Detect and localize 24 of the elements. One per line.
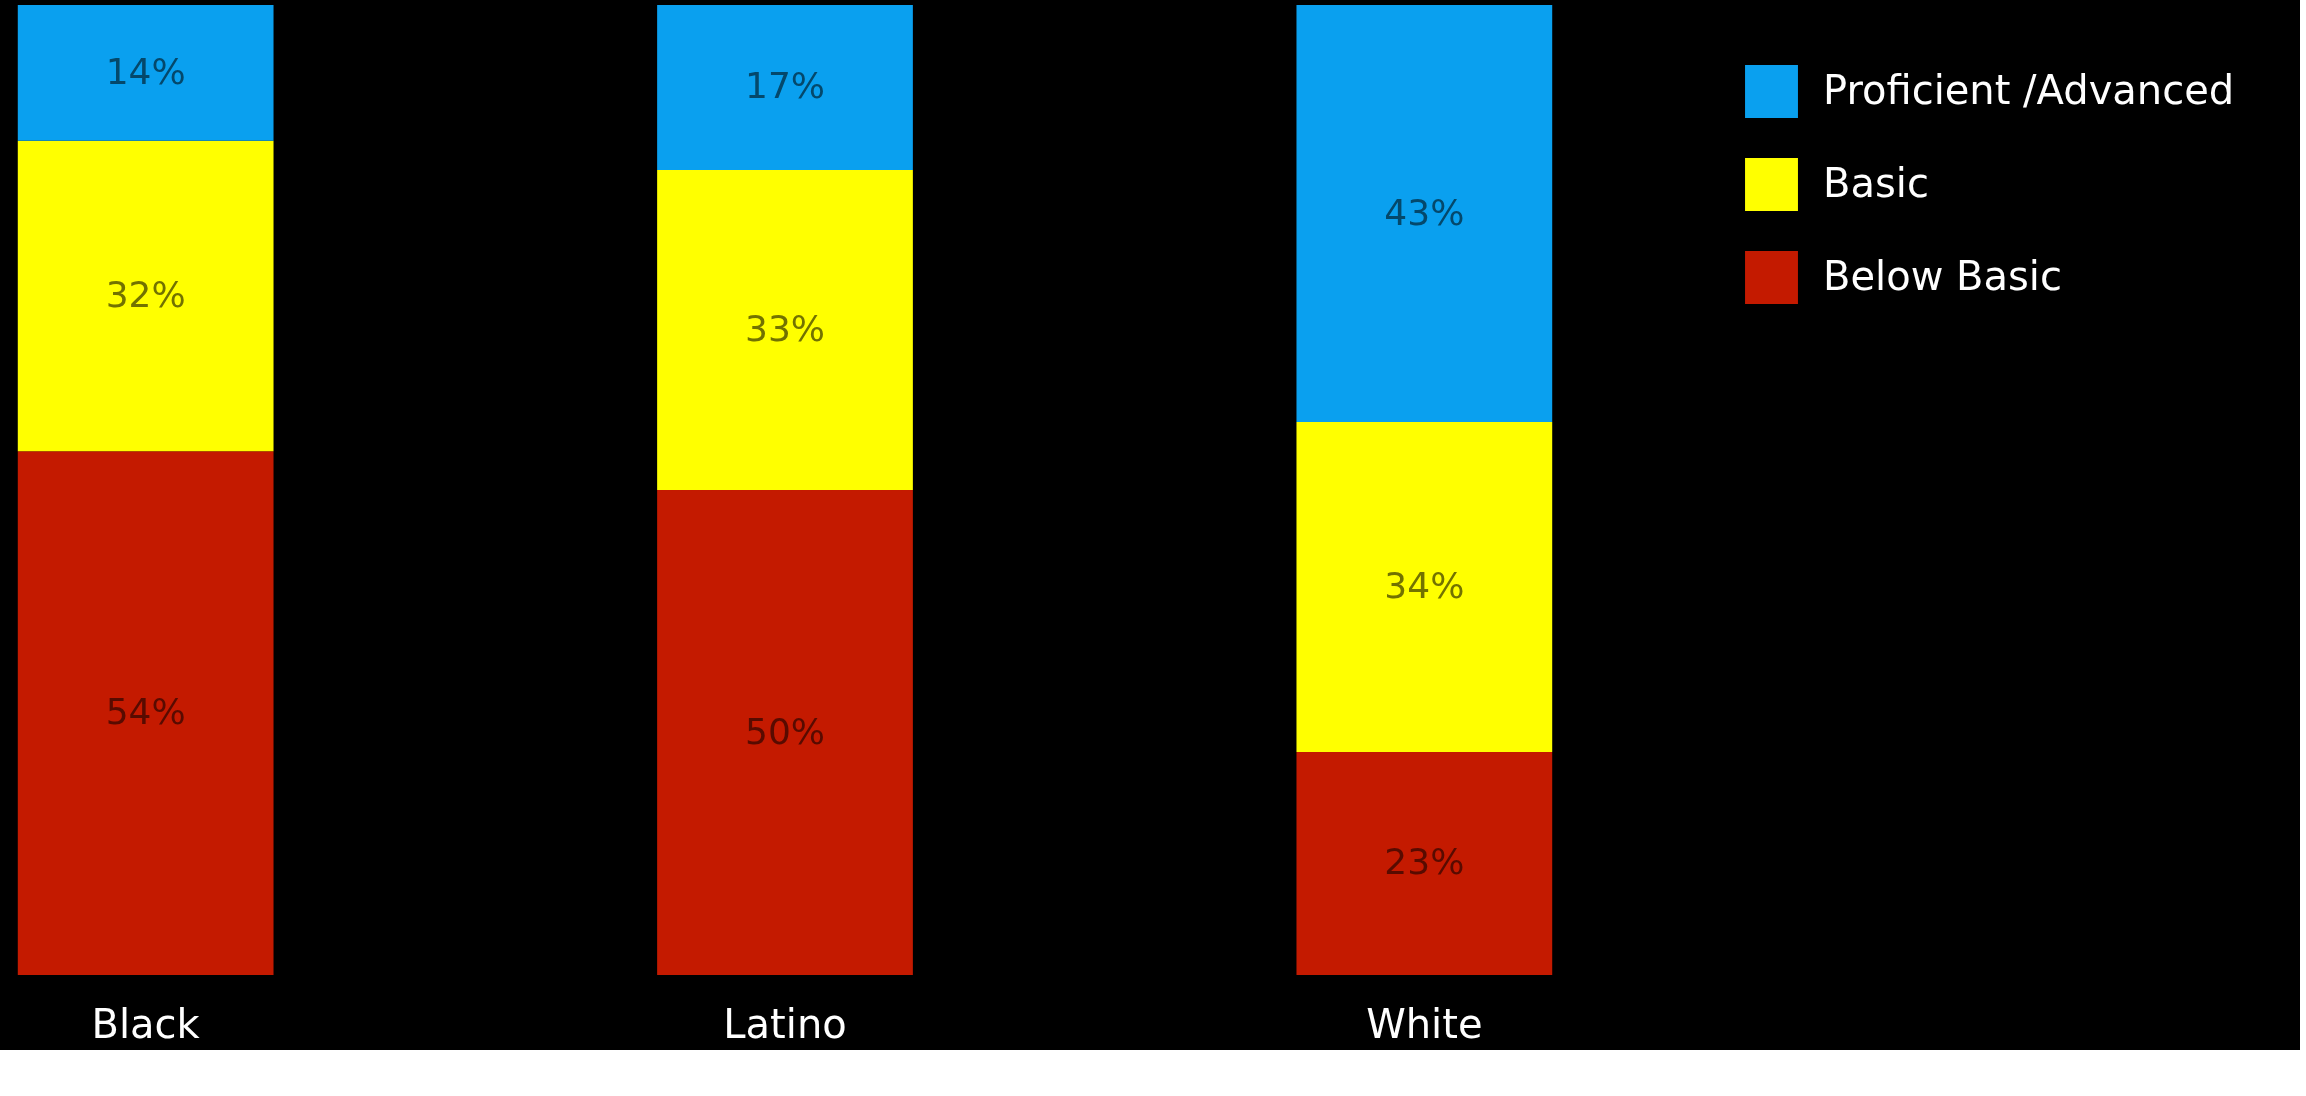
x-tick-label: White xyxy=(1366,1000,1483,1047)
legend-label: Proficient /Advanced xyxy=(1823,66,2235,113)
bar xyxy=(657,5,913,170)
data-label: 50% xyxy=(744,710,826,752)
bar xyxy=(17,451,274,975)
data-label: 43% xyxy=(1384,191,1465,233)
bar xyxy=(17,140,274,452)
x-tick-label: Latino xyxy=(723,1000,847,1047)
data-label: 23% xyxy=(1384,841,1465,883)
data-label: 33% xyxy=(744,307,826,349)
bar xyxy=(657,169,913,490)
legend-label: Basic xyxy=(1823,159,1929,206)
data-label: 54% xyxy=(105,691,186,733)
data-label: 32% xyxy=(105,274,186,315)
bar xyxy=(1296,422,1553,752)
bar xyxy=(1296,751,1553,975)
bar xyxy=(1296,5,1553,423)
bar xyxy=(657,490,913,975)
bar xyxy=(17,5,274,141)
data-label: 14% xyxy=(105,50,186,92)
legend-label: Below Basic xyxy=(1823,252,2062,299)
data-label: 34% xyxy=(1384,565,1465,606)
data-label: 17% xyxy=(744,65,826,107)
x-tick-label: Black xyxy=(91,1000,201,1047)
